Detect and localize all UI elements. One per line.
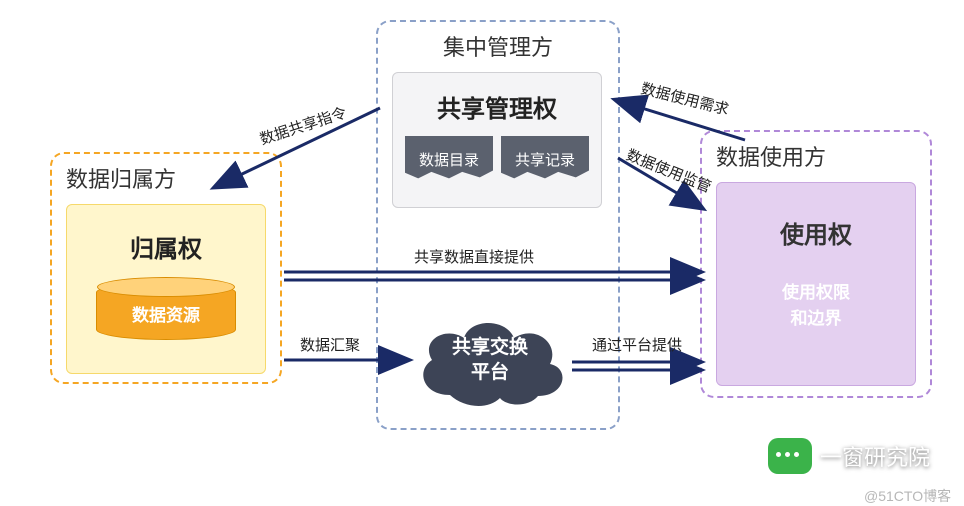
edge-label-e5: 数据汇聚 (300, 334, 360, 355)
watermark-text: 一窗研究院 (820, 440, 930, 472)
watermark-cto: @51CTO博客 (864, 486, 951, 506)
wechat-bubble-icon (768, 438, 812, 474)
edge-label-e4: 共享数据直接提供 (414, 246, 534, 267)
data-resource-label: 数据资源 (132, 301, 200, 326)
edge-label-e6: 通过平台提供 (592, 334, 682, 355)
watermark-logo: 一窗研究院 (768, 438, 930, 474)
